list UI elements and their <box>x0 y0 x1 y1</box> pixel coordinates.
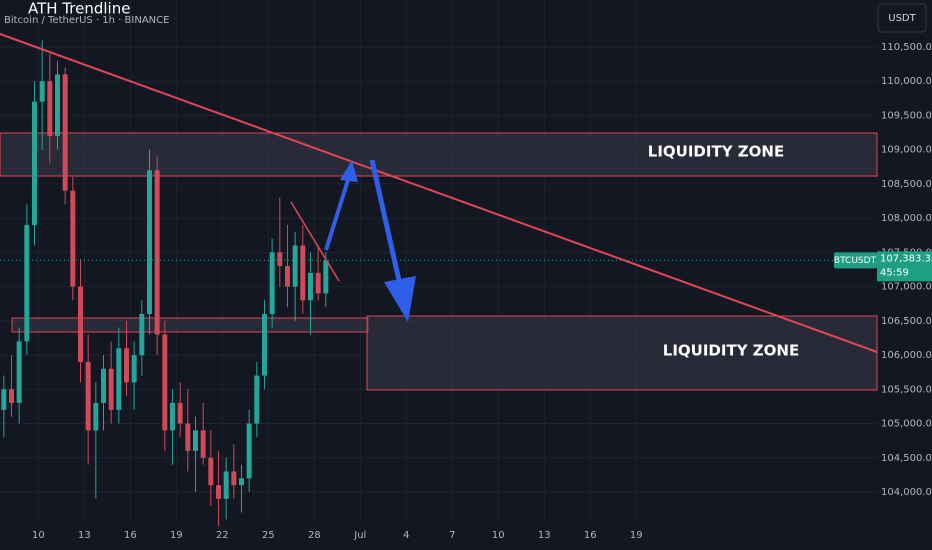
candle-body <box>192 430 198 451</box>
candle-body <box>169 402 175 431</box>
candle-body <box>131 355 137 383</box>
currency-button[interactable] <box>877 3 927 33</box>
arrow-down-head <box>384 276 416 322</box>
y-tick-label: 108,500.00 <box>881 179 932 190</box>
y-tick-label: 109,500.00 <box>881 110 932 121</box>
candle-body <box>85 361 91 431</box>
x-tick-label: 28 <box>308 530 321 541</box>
chart-title: ATH Trendline <box>28 0 130 18</box>
x-tick-label: 19 <box>630 530 643 541</box>
candle-body <box>154 170 160 335</box>
candle-body <box>238 478 244 486</box>
time-axis: 10 13 16 19 22 25 28 Jul 4 7 10 13 16 19 <box>32 530 643 541</box>
candle-body <box>223 471 229 499</box>
arrow-up <box>324 179 350 251</box>
candle-body <box>231 471 237 486</box>
candle-body <box>162 334 168 431</box>
candle-body <box>185 423 191 451</box>
x-tick-label: 25 <box>262 530 275 541</box>
candle-body <box>123 348 129 383</box>
last-price-tag <box>877 251 932 282</box>
candle-body <box>284 266 290 287</box>
y-tick-label: 105,500.00 <box>881 384 932 395</box>
candle-body <box>24 224 30 342</box>
candle-body <box>62 74 68 191</box>
y-tick-label: 106,000.00 <box>881 350 932 361</box>
zone-label: LIQUIDITY ZONE <box>648 143 784 161</box>
candle-body <box>146 170 152 314</box>
y-tick-label: 110,500.00 <box>881 42 932 53</box>
candle-body <box>101 368 106 403</box>
support-zone <box>11 317 369 333</box>
arrow-up-head <box>340 160 358 182</box>
countdown: 45:59 <box>880 267 909 278</box>
candle-body <box>32 101 37 225</box>
candle-body <box>269 252 275 314</box>
candle-body <box>177 402 183 424</box>
short-trendline <box>290 201 340 282</box>
candle-body <box>55 74 60 136</box>
x-tick-label: 7 <box>449 530 455 541</box>
liquidity-zone <box>0 132 878 177</box>
y-tick-label: 107,000.00 <box>881 282 932 293</box>
candle-body <box>93 402 99 431</box>
candle-body <box>292 245 298 287</box>
currency[interactable]: USDT <box>888 13 916 24</box>
subtitle: Bitcoin / TetherUS · 1h · BINANCE <box>4 15 169 26</box>
candle-body <box>116 348 122 410</box>
y-tick-label: 104,500.00 <box>881 453 932 464</box>
candle-body <box>300 245 306 301</box>
y-tick-label: 108,000.00 <box>881 213 932 224</box>
y-tick-label: 104,000.00 <box>881 487 932 498</box>
x-tick-label: 19 <box>170 530 183 541</box>
x-tick-label: 13 <box>538 530 551 541</box>
liquidity-zone <box>366 315 878 391</box>
candle-body <box>78 286 83 362</box>
y-tick-label: 110,000.00 <box>881 76 932 87</box>
y-tick-label: 105,000.00 <box>881 419 932 430</box>
x-tick-label: 16 <box>124 530 137 541</box>
x-tick-label: 10 <box>32 530 45 541</box>
symbol-tag <box>834 252 877 269</box>
candle-body <box>323 260 329 294</box>
candle-body <box>277 252 283 267</box>
x-tick-label: 10 <box>492 530 505 541</box>
candle-body <box>139 313 145 356</box>
candle-body <box>108 368 114 410</box>
candle-body <box>208 457 214 486</box>
arrow-down <box>369 159 403 286</box>
candle-body <box>307 272 313 301</box>
candle-body <box>39 81 45 102</box>
candle-body <box>254 375 260 424</box>
candle-body <box>9 389 14 403</box>
last-price: 107,383.33 <box>880 253 932 264</box>
x-tick-label: Jul <box>353 530 366 541</box>
x-tick-label: 22 <box>216 530 229 541</box>
candle-body <box>16 341 22 403</box>
candle-body <box>200 430 206 458</box>
ath-trendline <box>0 33 878 353</box>
x-tick-label: 13 <box>78 530 91 541</box>
x-tick-label: 16 <box>584 530 597 541</box>
zone-label: LIQUIDITY ZONE <box>663 342 799 360</box>
y-tick-label: 109,000.00 <box>881 145 932 156</box>
symbol: BTCUSDT <box>834 256 877 266</box>
candle-body <box>215 485 221 499</box>
candle-body <box>1 389 7 410</box>
candle-body <box>47 81 53 136</box>
x-tick-label: 4 <box>403 530 409 541</box>
candle-body <box>315 272 321 294</box>
candle-body <box>70 190 76 287</box>
candle-body <box>246 423 252 479</box>
candle-body <box>261 313 267 376</box>
y-tick-label: 106,500.00 <box>881 316 932 327</box>
candles <box>1 40 329 527</box>
